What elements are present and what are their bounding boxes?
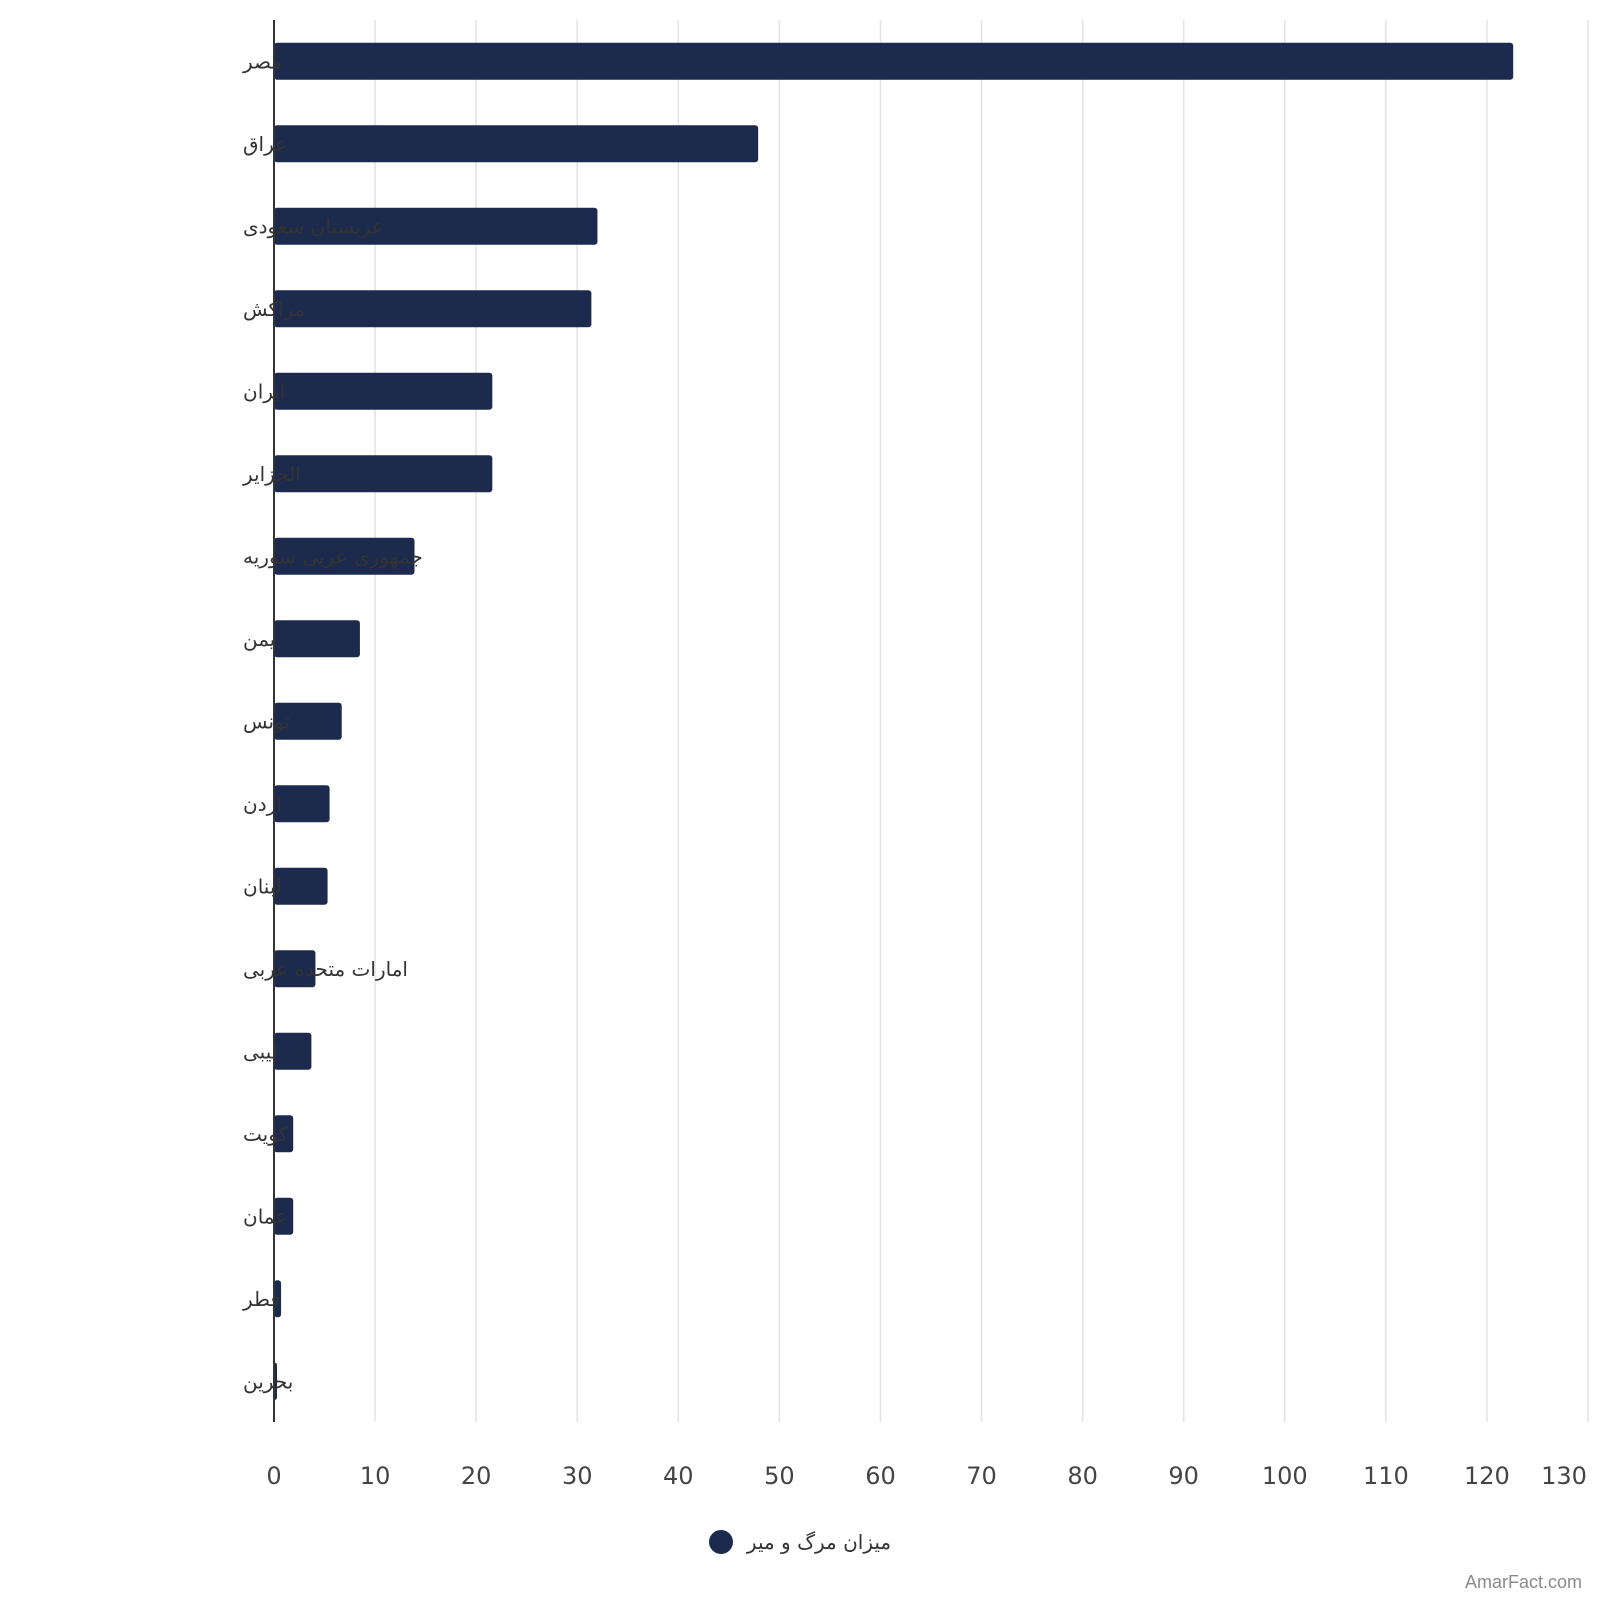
- category-label: عربستان سعودی: [243, 214, 384, 238]
- x-tick-labels: 0 10 20 30 40 50 60 70 80 90 100 110 120 130: [266, 1462, 1587, 1490]
- category-labels: مصر عراق عربستان سعودی مراکش ایران الجزایر جمه…: [242, 49, 423, 1393]
- bars: [274, 42, 1514, 1400]
- category-label: بحرین: [243, 1369, 293, 1393]
- x-tick-label: 120: [1464, 1462, 1510, 1490]
- source-credit: AmarFact.com: [1464, 1572, 1582, 1592]
- category-label: عراق: [243, 132, 287, 156]
- x-tick-label: 30: [562, 1462, 593, 1490]
- x-tick-label: 40: [663, 1462, 694, 1490]
- x-tick-label: 0: [266, 1462, 281, 1490]
- legend-swatch-icon: [708, 1530, 733, 1554]
- category-label: مراکش: [243, 297, 305, 321]
- bar: [274, 537, 415, 575]
- bar: [274, 785, 330, 823]
- bar: [274, 372, 493, 410]
- category-label: اردن: [243, 792, 282, 816]
- category-label: لبنان: [243, 874, 282, 898]
- category-label: کویت: [243, 1122, 289, 1146]
- bar: [274, 42, 1514, 80]
- category-label: تونس: [243, 709, 290, 733]
- bar: [274, 702, 342, 740]
- category-label: یمن: [243, 627, 275, 651]
- category-label: امارات متحده عربی: [243, 957, 408, 981]
- bar: [274, 950, 316, 988]
- bar: [274, 290, 592, 328]
- category-label: جمهوری عربی سوریه: [243, 544, 423, 568]
- bar: [274, 1280, 282, 1318]
- gridlines: [374, 20, 1589, 1422]
- bar: [274, 620, 360, 658]
- bar: [274, 867, 328, 905]
- category-label: مصر: [242, 49, 282, 73]
- category-label: قطر: [242, 1287, 280, 1311]
- legend-label: میزان مرگ و میر: [746, 1530, 892, 1554]
- category-label: ایران: [243, 379, 285, 403]
- bar: [274, 125, 759, 163]
- legend[interactable]: میزان مرگ و میر: [0, 1530, 1600, 1554]
- x-tick-label: 90: [1168, 1462, 1199, 1490]
- bar: [274, 207, 598, 245]
- x-tick-label: 10: [360, 1462, 391, 1490]
- bar: [274, 455, 493, 493]
- x-tick-label: 130: [1541, 1462, 1587, 1490]
- bar: [274, 1115, 294, 1153]
- x-tick-label: 60: [865, 1462, 896, 1490]
- x-tick-label: 80: [1067, 1462, 1098, 1490]
- x-tick-label: 110: [1363, 1462, 1409, 1490]
- category-label: عمان: [243, 1204, 287, 1228]
- x-tick-label: 50: [764, 1462, 795, 1490]
- category-label: الجزایر: [242, 462, 301, 486]
- x-tick-label: 20: [461, 1462, 492, 1490]
- category-label: لیبی: [243, 1039, 278, 1063]
- x-tick-label: 70: [966, 1462, 997, 1490]
- bar: [274, 1197, 294, 1235]
- x-tick-label: 100: [1262, 1462, 1308, 1490]
- bar: [274, 1032, 312, 1070]
